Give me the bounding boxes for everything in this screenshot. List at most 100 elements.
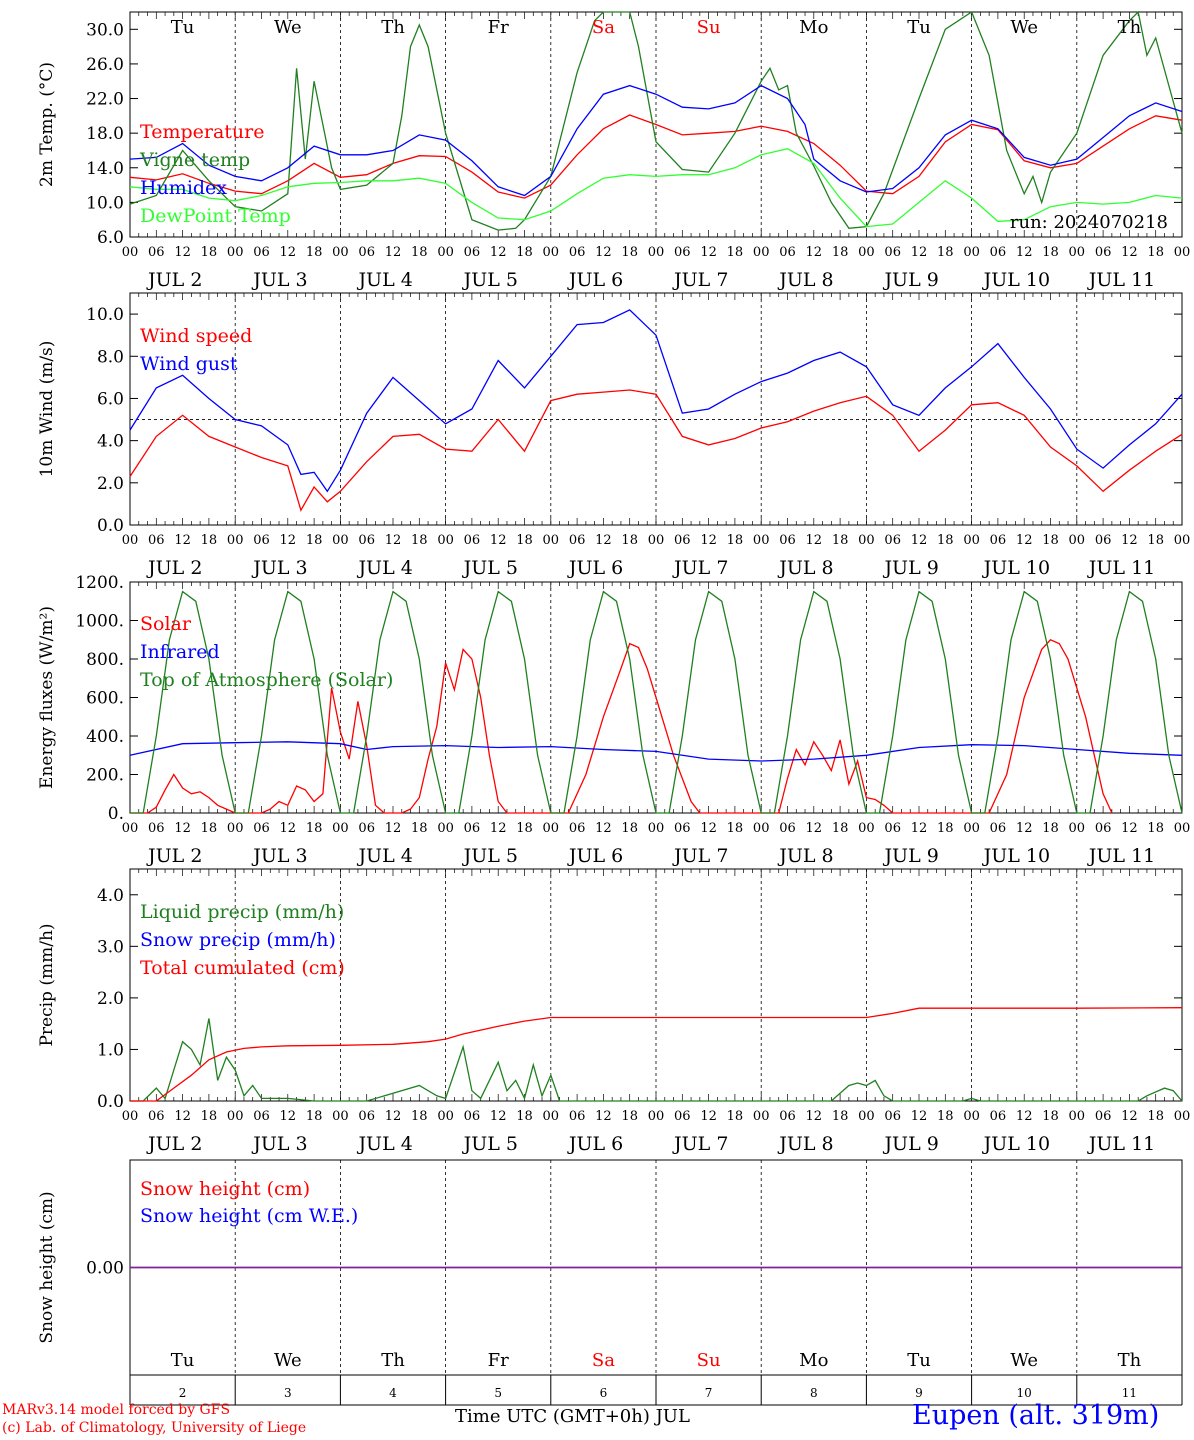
day-number: 9 bbox=[915, 1386, 923, 1400]
hour-label: 00 bbox=[753, 1109, 770, 1124]
legend-snowwe: Snow height (cm W.E.) bbox=[140, 1205, 358, 1227]
y-tick-label: 6.0 bbox=[97, 228, 124, 248]
hour-label: 18 bbox=[621, 821, 638, 836]
hour-label: 12 bbox=[595, 1109, 612, 1124]
hour-label: 00 bbox=[963, 1109, 980, 1124]
hour-label: 12 bbox=[490, 245, 507, 260]
date-label: JUL 8 bbox=[777, 1133, 833, 1155]
hour-label: 06 bbox=[1095, 245, 1112, 260]
date-label: JUL 5 bbox=[462, 845, 518, 867]
y-tick-label: 22.0 bbox=[86, 90, 124, 110]
hour-label: 06 bbox=[779, 1109, 796, 1124]
hour-label: 06 bbox=[569, 533, 586, 548]
hour-label: 12 bbox=[595, 533, 612, 548]
date-label: JUL 2 bbox=[146, 1133, 202, 1155]
date-label: JUL 11 bbox=[1087, 845, 1155, 867]
hour-label: 12 bbox=[490, 533, 507, 548]
day-name: Su bbox=[697, 1350, 721, 1371]
hour-label: 06 bbox=[884, 1109, 901, 1124]
hour-label: 18 bbox=[1147, 533, 1164, 548]
day-name: Th bbox=[1118, 1350, 1142, 1371]
date-label: JUL 3 bbox=[251, 269, 307, 291]
hour-label: 18 bbox=[306, 533, 323, 548]
date-label: JUL 10 bbox=[982, 1133, 1050, 1155]
y-tick-label: 1200. bbox=[75, 573, 124, 593]
legend-total: Total cumulated (cm) bbox=[140, 957, 345, 979]
hour-label: 06 bbox=[358, 533, 375, 548]
hour-label: 12 bbox=[280, 245, 297, 260]
hour-label: 18 bbox=[621, 245, 638, 260]
hour-label: 00 bbox=[122, 533, 139, 548]
hour-label: 18 bbox=[727, 821, 744, 836]
date-label: JUL 8 bbox=[777, 269, 833, 291]
y-tick-label: 2.0 bbox=[97, 989, 124, 1009]
y-axis-title: Precip (mm/h) bbox=[37, 923, 57, 1046]
y-axis-title: Snow height (cm) bbox=[37, 1191, 57, 1343]
hour-label: 06 bbox=[1095, 1109, 1112, 1124]
y-tick-label: 4.0 bbox=[97, 432, 124, 452]
day-number: 6 bbox=[600, 1386, 608, 1400]
run-label: run: 2024070218 bbox=[1010, 212, 1168, 233]
date-label: JUL 2 bbox=[146, 269, 202, 291]
y-tick-label: 0.0 bbox=[97, 516, 124, 536]
date-label: JUL 5 bbox=[462, 557, 518, 579]
hour-label: 00 bbox=[227, 821, 244, 836]
y-tick-label: 0. bbox=[108, 804, 124, 824]
hour-label: 00 bbox=[1069, 821, 1086, 836]
hour-label: 12 bbox=[280, 821, 297, 836]
hour-label: 00 bbox=[858, 245, 875, 260]
day-name: We bbox=[274, 17, 302, 38]
series-group bbox=[129, 309, 1183, 512]
day-name: Tu bbox=[171, 1350, 195, 1371]
hour-label: 06 bbox=[779, 533, 796, 548]
hour-label: 12 bbox=[174, 533, 191, 548]
hour-label: 12 bbox=[1121, 245, 1138, 260]
hour-label: 06 bbox=[884, 821, 901, 836]
hour-label: 12 bbox=[806, 533, 823, 548]
hour-label: 06 bbox=[990, 821, 1007, 836]
date-label: JUL 10 bbox=[982, 557, 1050, 579]
hour-label: 12 bbox=[385, 533, 402, 548]
hour-label: 00 bbox=[648, 245, 665, 260]
hour-label: 18 bbox=[516, 533, 533, 548]
day-name: Sa bbox=[592, 17, 615, 38]
hour-label: 06 bbox=[253, 821, 270, 836]
hour-label: 12 bbox=[911, 533, 928, 548]
date-label: JUL 3 bbox=[251, 845, 307, 867]
panel-1: 0.0 2.0 4.0 6.0 8.0 10.0 10m Wind (m/s) Wind sp… bbox=[37, 292, 1190, 579]
hour-label: 00 bbox=[858, 533, 875, 548]
hour-label: 06 bbox=[253, 245, 270, 260]
day-name: Th bbox=[1118, 17, 1142, 38]
hour-label: 00 bbox=[332, 245, 349, 260]
hour-label: 00 bbox=[1069, 533, 1086, 548]
hour-label: 18 bbox=[516, 1109, 533, 1124]
y-tick-label: 8.0 bbox=[97, 347, 124, 367]
day-name: We bbox=[1010, 17, 1038, 38]
hour-label: 18 bbox=[411, 245, 428, 260]
hour-label: 00 bbox=[122, 1109, 139, 1124]
hour-label: 06 bbox=[779, 821, 796, 836]
legend-humidex: Humidex bbox=[140, 177, 227, 199]
y-tick-label: 200. bbox=[86, 766, 124, 786]
hour-label: 18 bbox=[1147, 821, 1164, 836]
y-tick-label: 1.0 bbox=[97, 1040, 124, 1060]
hour-label: 06 bbox=[358, 821, 375, 836]
hour-label: 12 bbox=[174, 1109, 191, 1124]
date-label: JUL 6 bbox=[567, 845, 623, 867]
hour-label: 00 bbox=[1069, 1109, 1086, 1124]
hour-label: 18 bbox=[832, 533, 849, 548]
hour-label: 18 bbox=[411, 821, 428, 836]
day-name: Tu bbox=[171, 17, 195, 38]
legend-snowcm: Snow height (cm) bbox=[140, 1178, 310, 1200]
hour-label: 18 bbox=[411, 533, 428, 548]
hour-label: 18 bbox=[201, 1109, 218, 1124]
hour-label: 00 bbox=[753, 821, 770, 836]
hour-label: 06 bbox=[674, 821, 691, 836]
hour-label: 18 bbox=[306, 245, 323, 260]
hour-label: 00 bbox=[437, 821, 454, 836]
day-number: 4 bbox=[389, 1386, 397, 1400]
hour-label: 06 bbox=[464, 821, 481, 836]
series-line-solar bbox=[130, 639, 1113, 814]
y-tick-label: 400. bbox=[86, 727, 124, 747]
